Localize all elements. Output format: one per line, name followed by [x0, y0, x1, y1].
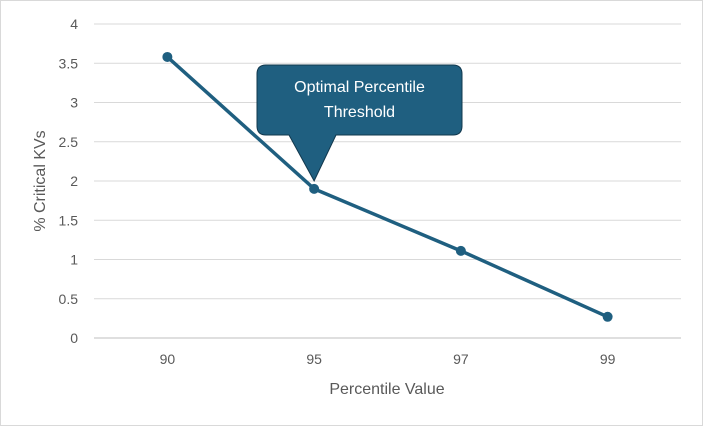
y-tick-label: 0.5: [59, 291, 79, 307]
y-tick-label: 0: [70, 330, 78, 346]
callout-text-line-2: Threshold: [324, 104, 395, 121]
callout-annotation: Optimal Percentile Threshold: [256, 64, 463, 182]
x-tick-label: 95: [306, 351, 322, 367]
y-tick-label: 3: [70, 95, 78, 111]
y-tick-label: 1: [70, 252, 78, 268]
x-tick-label: 90: [160, 351, 176, 367]
series-line: [166, 55, 609, 319]
x-tick-label: 97: [453, 351, 469, 367]
x-tick-label: 99: [600, 351, 616, 367]
y-axis-title: % Critical KVs: [32, 130, 49, 231]
y-tick-label: 4: [70, 16, 78, 32]
y-tick-label: 1.5: [59, 212, 79, 228]
series-line-group: [162, 51, 613, 322]
x-axis-title: Percentile Value: [329, 381, 444, 398]
y-tick-label: 2.5: [59, 134, 79, 150]
data-point: [162, 51, 173, 62]
y-tick-label: 2: [70, 173, 78, 189]
callout-text-line-1: Optimal Percentile: [294, 79, 425, 96]
data-point: [309, 183, 320, 194]
y-tick-label: 3.5: [59, 55, 79, 71]
y-axis-ticks: 0 0.5 1 1.5 2 2.5 3 3.5 4: [59, 16, 79, 346]
x-axis-ticks: 90 95 97 99: [160, 351, 616, 367]
gridlines: [94, 23, 681, 339]
data-point: [455, 245, 466, 256]
data-point: [602, 311, 613, 322]
callout-box: [256, 64, 463, 182]
